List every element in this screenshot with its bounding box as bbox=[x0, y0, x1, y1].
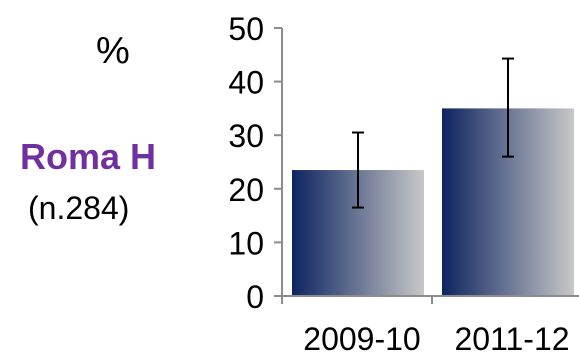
y-tick-label: 30 bbox=[228, 118, 264, 154]
x-category-label: 2011-12 bbox=[454, 321, 569, 357]
series-name-label: Roma H bbox=[20, 136, 157, 177]
y-tick-label: 40 bbox=[228, 65, 264, 101]
series-sample-size-label: (n.284) bbox=[28, 190, 130, 226]
y-tick-label: 50 bbox=[228, 11, 264, 47]
plot-area: 0 10 20 30 40 50 2009-10 2011-12 bbox=[228, 11, 579, 357]
x-category-label: 2009-10 bbox=[303, 321, 420, 357]
y-tick-label: 20 bbox=[228, 172, 264, 208]
y-tick-label: 0 bbox=[246, 279, 264, 315]
y-axis-unit-label: % bbox=[96, 30, 130, 72]
y-tick-label: 10 bbox=[228, 225, 264, 261]
